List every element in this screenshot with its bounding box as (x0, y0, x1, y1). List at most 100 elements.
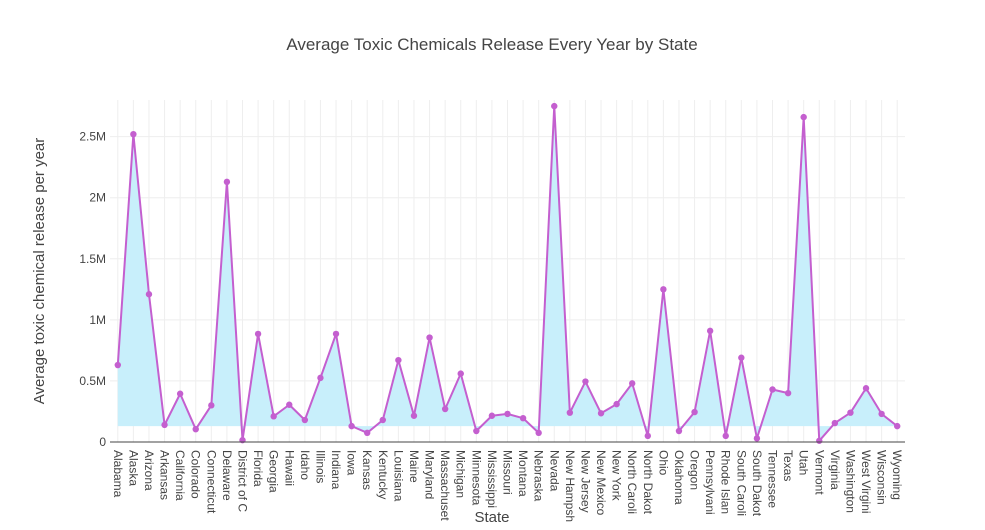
x-tick-label: California (173, 450, 187, 501)
y-tick-label: 1M (89, 313, 106, 327)
x-tick-label: Utah (797, 450, 811, 475)
x-tick-label: Rhode Islan (719, 450, 733, 514)
x-tick-label: Washington (843, 450, 857, 513)
x-tick-label: Illinois (313, 450, 327, 483)
data-point (457, 370, 464, 377)
x-tick-label: Connecticut (204, 450, 218, 514)
x-tick-label: Montana (516, 450, 530, 497)
data-point (613, 400, 620, 408)
x-tick-label: Massachuset (438, 450, 452, 521)
x-tick-label: Pennsylvani (703, 450, 717, 515)
x-tick-label: North Dakot (641, 450, 655, 515)
data-point (597, 410, 605, 417)
x-tick-label: Tennessee (766, 450, 780, 508)
x-tick-label: Oregon (688, 450, 702, 490)
data-point (878, 410, 885, 418)
x-tick-label: Maryland (423, 450, 437, 499)
data-point (582, 378, 589, 385)
y-tick-label: 0 (99, 435, 106, 449)
data-point (722, 432, 729, 440)
data-point (348, 422, 355, 430)
data-point (519, 414, 527, 422)
data-point (816, 437, 823, 444)
data-point (426, 334, 433, 341)
y-tick-label: 2.5M (79, 130, 106, 144)
x-tick-label: Mississippi (485, 450, 499, 508)
data-point (410, 412, 418, 419)
x-tick-label: New Hampsh (563, 450, 577, 522)
x-tick-label: Kansas (360, 450, 374, 490)
data-point (753, 435, 761, 442)
data-point (192, 425, 199, 433)
x-tick-label: Ohio (656, 450, 670, 476)
data-point (629, 380, 636, 387)
x-tick-label: Florida (251, 450, 265, 487)
data-point (831, 419, 839, 427)
data-point (208, 402, 215, 409)
x-tick-label: Michigan (454, 450, 468, 498)
x-tick-label: Virginia (828, 450, 842, 490)
x-tick-label: District of C (236, 450, 250, 512)
data-point (223, 178, 231, 186)
data-point (286, 401, 293, 408)
data-point (551, 102, 558, 110)
data-point (317, 374, 324, 382)
x-tick-label: Iowa (345, 450, 359, 476)
data-point (332, 330, 340, 338)
data-point (301, 416, 309, 424)
x-tick-label: Delaware (220, 450, 234, 501)
x-tick-label: South Dakot (750, 450, 764, 517)
x-tick-label: Indiana (329, 450, 343, 490)
x-tick-label: West Virgini (859, 450, 873, 514)
data-point (395, 356, 402, 364)
data-point (379, 416, 386, 424)
x-tick-label: Arkansas (158, 450, 172, 500)
x-tick-label: New Mexico (594, 450, 608, 516)
x-tick-label: Hawaii (282, 450, 296, 486)
x-tick-label: Alaska (126, 450, 140, 486)
x-tick-label: Wyoming (890, 450, 904, 500)
data-point (738, 354, 745, 361)
data-point (270, 413, 277, 420)
x-tick-label: Alabama (111, 450, 125, 498)
data-point (145, 291, 153, 298)
data-point (473, 427, 480, 435)
data-point (488, 412, 496, 419)
x-tick-label: Kentucky (376, 450, 390, 499)
y-tick-label: 0.5M (79, 374, 106, 388)
data-point (504, 410, 511, 418)
data-point (894, 422, 901, 430)
data-point (364, 429, 371, 437)
data-point (114, 361, 121, 369)
chart-title: Average Toxic Chemicals Release Every Ye… (286, 35, 697, 54)
x-tick-label: Georgia (267, 450, 281, 493)
x-tick-label: New York (610, 450, 624, 502)
data-point (535, 429, 542, 437)
x-tick-label: Colorado (189, 450, 203, 499)
data-point (784, 389, 792, 397)
x-tick-label: Maine (407, 450, 421, 483)
x-tick-label: Wisconsin (875, 450, 889, 505)
data-point (675, 427, 683, 435)
y-axis-label: Average toxic chemical release per year (31, 138, 48, 405)
data-point (254, 330, 262, 338)
data-point (660, 286, 667, 293)
x-tick-label: Missouri (501, 450, 515, 495)
y-tick-label: 1.5M (79, 252, 106, 266)
data-point (566, 409, 574, 416)
data-point (441, 405, 449, 413)
x-tick-label: Nevada (547, 450, 561, 492)
x-tick-label: North Caroli (625, 450, 639, 514)
data-point (847, 409, 854, 416)
x-tick-label: Oklahoma (672, 450, 686, 505)
x-tick-label: New Jersey (578, 450, 592, 513)
x-axis-label: State (474, 509, 509, 525)
data-point (176, 390, 184, 397)
data-point (161, 421, 168, 429)
x-tick-label: Texas (781, 450, 795, 481)
data-point (644, 432, 651, 440)
x-tick-label: Minnesota (469, 450, 483, 506)
data-point (130, 131, 137, 138)
